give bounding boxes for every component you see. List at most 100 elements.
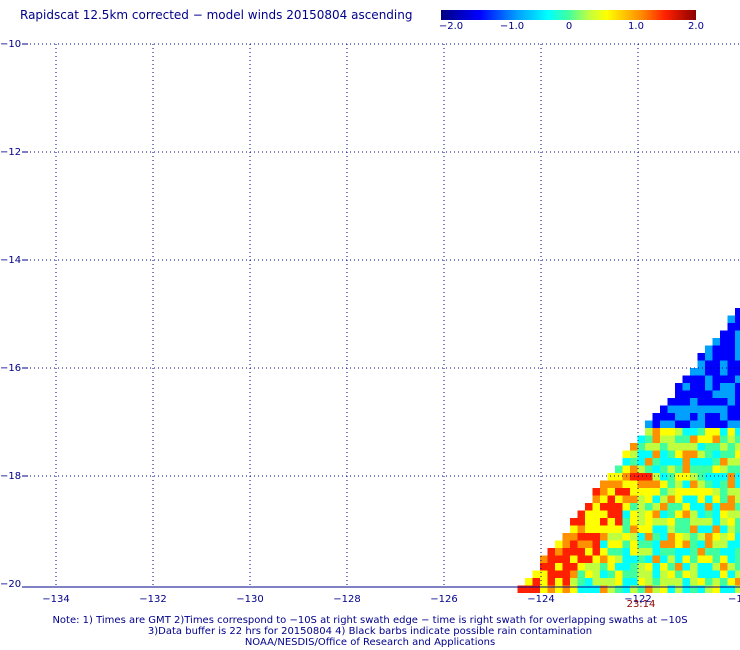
wind-cell: [720, 578, 728, 586]
wind-cell: [720, 383, 728, 391]
wind-cell: [645, 435, 653, 443]
wind-cell: [727, 398, 735, 406]
wind-cell: [675, 398, 683, 406]
lon-label: −128: [333, 594, 360, 605]
wind-cell: [652, 578, 660, 586]
color-scale-bar: [441, 10, 696, 20]
wind-cell: [622, 488, 630, 496]
wind-cell: [570, 555, 578, 563]
wind-cell: [697, 563, 705, 571]
wind-cell: [637, 585, 645, 593]
wind-cell: [562, 540, 570, 548]
wind-cell: [667, 465, 675, 473]
wind-cell: [735, 555, 740, 563]
wind-cell: [690, 443, 698, 451]
wind-cell: [720, 360, 728, 368]
wind-cell: [727, 503, 735, 511]
wind-cell: [727, 555, 735, 563]
wind-cell: [705, 503, 713, 511]
wind-cell: [690, 480, 698, 488]
wind-cell: [615, 525, 623, 533]
wind-cell: [622, 518, 630, 526]
wind-cell: [675, 510, 683, 518]
wind-cell: [697, 555, 705, 563]
lat-label: −20: [0, 579, 21, 590]
wind-cell: [667, 398, 675, 406]
wind-cell: [735, 368, 740, 376]
wind-cell: [712, 338, 720, 346]
wind-cell: [652, 510, 660, 518]
wind-cell: [600, 578, 608, 586]
wind-cell: [607, 503, 615, 511]
wind-cell: [735, 398, 740, 406]
wind-cell: [712, 563, 720, 571]
wind-cell: [675, 570, 683, 578]
wind-cell: [690, 548, 698, 556]
wind-cell: [727, 473, 735, 481]
wind-cell: [682, 510, 690, 518]
wind-cell: [735, 338, 740, 346]
wind-cell: [637, 525, 645, 533]
lon-label: −12: [728, 594, 740, 605]
wind-cell: [720, 353, 728, 361]
wind-cell: [735, 563, 740, 571]
footer-note-2: 3)Data buffer is 22 hrs for 20150804 4) …: [147, 626, 593, 637]
wind-cell: [697, 405, 705, 413]
wind-cell: [705, 495, 713, 503]
wind-cell: [720, 563, 728, 571]
wind-cell: [600, 495, 608, 503]
wind-cell: [667, 443, 675, 451]
wind-cell: [727, 338, 735, 346]
wind-cell: [637, 473, 645, 481]
wind-cell: [615, 480, 623, 488]
wind-cell: [592, 510, 600, 518]
wind-cell: [675, 383, 683, 391]
wind-cell: [705, 473, 713, 481]
wind-cell: [697, 503, 705, 511]
wind-cell: [712, 548, 720, 556]
wind-cell: [705, 345, 713, 353]
wind-cell: [735, 533, 740, 541]
wind-cell: [645, 510, 653, 518]
wind-cell: [735, 480, 740, 488]
wind-cell: [735, 308, 740, 316]
wind-cell: [645, 480, 653, 488]
wind-cell: [727, 540, 735, 548]
wind-cell: [735, 405, 740, 413]
wind-cell: [630, 495, 638, 503]
footer-notes: Note: 1) Times are GMT 2)Times correspon…: [0, 615, 740, 648]
wind-cell: [682, 525, 690, 533]
wind-cell: [532, 585, 540, 593]
colorbar-label: 1.0: [628, 21, 644, 32]
wind-cell: [675, 518, 683, 526]
wind-cell: [585, 540, 593, 548]
wind-cell: [712, 533, 720, 541]
wind-cell: [720, 473, 728, 481]
wind-cell: [720, 368, 728, 376]
wind-cell: [547, 563, 555, 571]
wind-cell: [720, 480, 728, 488]
wind-cell: [735, 383, 740, 391]
wind-cell: [660, 450, 668, 458]
wind-cell: [705, 375, 713, 383]
wind-cell: [652, 533, 660, 541]
wind-cell: [637, 435, 645, 443]
wind-cell: [697, 450, 705, 458]
wind-cell: [690, 420, 698, 428]
wind-cell: [622, 503, 630, 511]
wind-cell: [607, 578, 615, 586]
wind-cell: [652, 570, 660, 578]
wind-cell: [637, 563, 645, 571]
wind-cell: [600, 585, 608, 593]
wind-cell: [712, 390, 720, 398]
wind-cell: [690, 435, 698, 443]
wind-cell: [727, 428, 735, 436]
wind-cell: [622, 585, 630, 593]
wind-cell: [600, 480, 608, 488]
wind-cell: [637, 450, 645, 458]
wind-cell: [555, 570, 563, 578]
wind-cell: [727, 330, 735, 338]
wind-cell: [690, 533, 698, 541]
map-title: Rapidscat 12.5km corrected − model winds…: [20, 8, 413, 22]
wind-cell: [735, 330, 740, 338]
